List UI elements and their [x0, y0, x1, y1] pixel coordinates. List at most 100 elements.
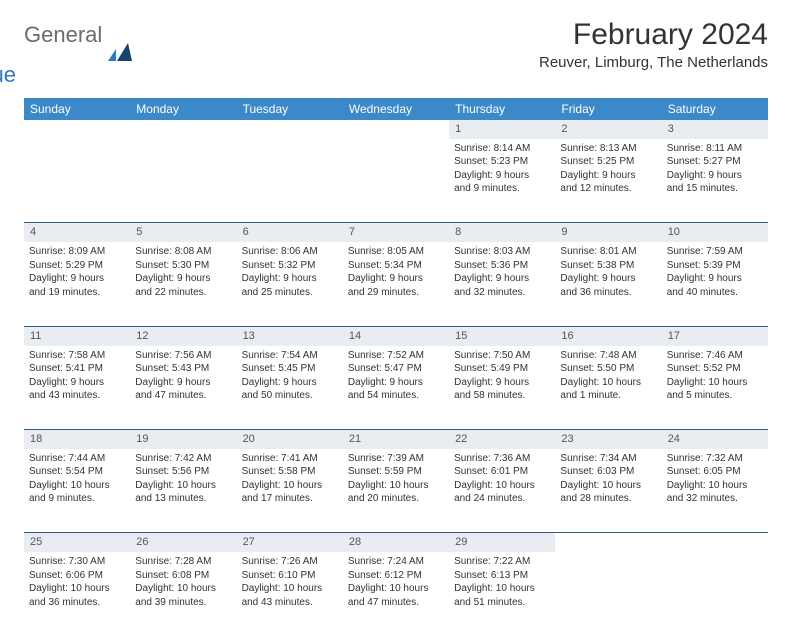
day-number: 22 — [449, 430, 555, 449]
day-cell: Sunrise: 8:11 AMSunset: 5:27 PMDaylight:… — [662, 139, 768, 223]
sunrise-text: Sunrise: 7:44 AM — [29, 452, 125, 466]
sunset-text: Sunset: 5:50 PM — [560, 362, 656, 376]
daynum-row: 11121314151617 — [24, 326, 768, 345]
day-cell: Sunrise: 7:46 AMSunset: 5:52 PMDaylight:… — [662, 346, 768, 430]
sunset-text: Sunset: 6:10 PM — [242, 569, 338, 583]
daylight-text: Daylight: 9 hours — [348, 272, 444, 286]
day-cell: Sunrise: 7:56 AMSunset: 5:43 PMDaylight:… — [130, 346, 236, 430]
daylight-text: and 50 minutes. — [242, 389, 338, 403]
day-cell: Sunrise: 8:03 AMSunset: 5:36 PMDaylight:… — [449, 242, 555, 326]
daylight-text: Daylight: 9 hours — [29, 272, 125, 286]
daylight-text: and 43 minutes. — [29, 389, 125, 403]
daylight-text: Daylight: 9 hours — [454, 169, 550, 183]
triangle-icon — [108, 43, 134, 68]
sunrise-text: Sunrise: 8:05 AM — [348, 245, 444, 259]
sunrise-text: Sunrise: 7:36 AM — [454, 452, 550, 466]
sunrise-text: Sunrise: 7:28 AM — [135, 555, 231, 569]
sunset-text: Sunset: 5:58 PM — [242, 465, 338, 479]
sunrise-text: Sunrise: 7:54 AM — [242, 349, 338, 363]
calendar-table: Sunday Monday Tuesday Wednesday Thursday… — [24, 98, 768, 636]
sunset-text: Sunset: 5:41 PM — [29, 362, 125, 376]
day-cell: Sunrise: 7:36 AMSunset: 6:01 PMDaylight:… — [449, 449, 555, 533]
day-cell: Sunrise: 8:09 AMSunset: 5:29 PMDaylight:… — [24, 242, 130, 326]
sunrise-text: Sunrise: 7:46 AM — [667, 349, 763, 363]
day-cell — [130, 139, 236, 223]
sunrise-text: Sunrise: 7:52 AM — [348, 349, 444, 363]
daylight-text: Daylight: 10 hours — [135, 479, 231, 493]
day-number: 9 — [555, 223, 661, 242]
day-number: 4 — [24, 223, 130, 242]
week-row: Sunrise: 8:09 AMSunset: 5:29 PMDaylight:… — [24, 242, 768, 326]
daylight-text: and 15 minutes. — [667, 182, 763, 196]
sunrise-text: Sunrise: 7:58 AM — [29, 349, 125, 363]
daylight-text: Daylight: 10 hours — [454, 582, 550, 596]
sunrise-text: Sunrise: 7:32 AM — [667, 452, 763, 466]
daynum-row: 45678910 — [24, 223, 768, 242]
day-header: Sunday — [24, 98, 130, 120]
sunrise-text: Sunrise: 7:39 AM — [348, 452, 444, 466]
day-header: Friday — [555, 98, 661, 120]
daylight-text: Daylight: 9 hours — [242, 272, 338, 286]
day-header: Wednesday — [343, 98, 449, 120]
sunset-text: Sunset: 5:38 PM — [560, 259, 656, 273]
sunrise-text: Sunrise: 8:14 AM — [454, 142, 550, 156]
sunrise-text: Sunrise: 8:01 AM — [560, 245, 656, 259]
sunset-text: Sunset: 5:30 PM — [135, 259, 231, 273]
daylight-text: Daylight: 9 hours — [667, 169, 763, 183]
daylight-text: Daylight: 9 hours — [135, 272, 231, 286]
sunrise-text: Sunrise: 8:11 AM — [667, 142, 763, 156]
sunrise-text: Sunrise: 7:30 AM — [29, 555, 125, 569]
day-header: Monday — [130, 98, 236, 120]
daylight-text: and 39 minutes. — [135, 596, 231, 610]
daylight-text: Daylight: 10 hours — [29, 479, 125, 493]
day-cell — [555, 552, 661, 636]
day-cell: Sunrise: 7:48 AMSunset: 5:50 PMDaylight:… — [555, 346, 661, 430]
daylight-text: and 36 minutes. — [29, 596, 125, 610]
month-title: February 2024 — [539, 18, 768, 52]
day-cell: Sunrise: 8:08 AMSunset: 5:30 PMDaylight:… — [130, 242, 236, 326]
day-cell: Sunrise: 8:14 AMSunset: 5:23 PMDaylight:… — [449, 139, 555, 223]
daynum-row: 123 — [24, 120, 768, 139]
day-header: Thursday — [449, 98, 555, 120]
daylight-text: and 36 minutes. — [560, 286, 656, 300]
day-cell — [237, 139, 343, 223]
sunrise-text: Sunrise: 7:59 AM — [667, 245, 763, 259]
day-number: 15 — [449, 326, 555, 345]
daylight-text: Daylight: 10 hours — [667, 479, 763, 493]
daylight-text: and 13 minutes. — [135, 492, 231, 506]
day-number: 23 — [555, 430, 661, 449]
day-number: 3 — [662, 120, 768, 139]
day-number: 24 — [662, 430, 768, 449]
daylight-text: Daylight: 9 hours — [667, 272, 763, 286]
daylight-text: and 5 minutes. — [667, 389, 763, 403]
day-number: 6 — [237, 223, 343, 242]
day-cell: Sunrise: 7:24 AMSunset: 6:12 PMDaylight:… — [343, 552, 449, 636]
day-number: 26 — [130, 533, 236, 552]
sunset-text: Sunset: 5:23 PM — [454, 155, 550, 169]
daylight-text: Daylight: 10 hours — [560, 479, 656, 493]
day-cell: Sunrise: 8:06 AMSunset: 5:32 PMDaylight:… — [237, 242, 343, 326]
day-number — [237, 120, 343, 139]
day-number: 21 — [343, 430, 449, 449]
daylight-text: Daylight: 10 hours — [29, 582, 125, 596]
day-number: 16 — [555, 326, 661, 345]
daylight-text: and 32 minutes. — [454, 286, 550, 300]
daylight-text: Daylight: 10 hours — [135, 582, 231, 596]
sunset-text: Sunset: 6:05 PM — [667, 465, 763, 479]
day-cell: Sunrise: 7:42 AMSunset: 5:56 PMDaylight:… — [130, 449, 236, 533]
day-number: 12 — [130, 326, 236, 345]
sunrise-text: Sunrise: 7:48 AM — [560, 349, 656, 363]
day-number: 1 — [449, 120, 555, 139]
day-cell: Sunrise: 7:22 AMSunset: 6:13 PMDaylight:… — [449, 552, 555, 636]
day-number: 8 — [449, 223, 555, 242]
title-block: February 2024 Reuver, Limburg, The Nethe… — [539, 18, 768, 71]
daylight-text: and 47 minutes. — [135, 389, 231, 403]
day-number — [343, 120, 449, 139]
day-number: 28 — [343, 533, 449, 552]
day-header: Saturday — [662, 98, 768, 120]
day-number: 11 — [24, 326, 130, 345]
daylight-text: and 58 minutes. — [454, 389, 550, 403]
week-row: Sunrise: 7:44 AMSunset: 5:54 PMDaylight:… — [24, 449, 768, 533]
sunset-text: Sunset: 5:52 PM — [667, 362, 763, 376]
sunrise-text: Sunrise: 8:08 AM — [135, 245, 231, 259]
